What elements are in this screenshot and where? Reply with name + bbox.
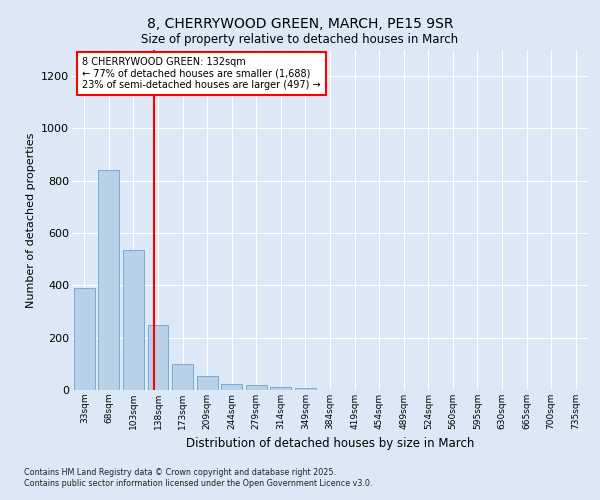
Bar xyxy=(271,386,292,390)
Text: Size of property relative to detached houses in March: Size of property relative to detached ho… xyxy=(142,32,458,46)
Bar xyxy=(172,364,193,390)
Bar xyxy=(123,250,144,390)
Bar xyxy=(148,325,169,390)
Text: 8 CHERRYWOOD GREEN: 132sqm
← 77% of detached houses are smaller (1,688)
23% of s: 8 CHERRYWOOD GREEN: 132sqm ← 77% of deta… xyxy=(82,57,321,90)
Text: 8, CHERRYWOOD GREEN, MARCH, PE15 9SR: 8, CHERRYWOOD GREEN, MARCH, PE15 9SR xyxy=(147,18,453,32)
Bar xyxy=(221,384,242,390)
X-axis label: Distribution of detached houses by size in March: Distribution of detached houses by size … xyxy=(186,438,474,450)
Bar xyxy=(74,288,95,390)
Y-axis label: Number of detached properties: Number of detached properties xyxy=(26,132,35,308)
Bar xyxy=(295,388,316,390)
Bar xyxy=(197,376,218,390)
Bar xyxy=(98,170,119,390)
Text: Contains HM Land Registry data © Crown copyright and database right 2025.
Contai: Contains HM Land Registry data © Crown c… xyxy=(24,468,373,487)
Bar xyxy=(246,386,267,390)
